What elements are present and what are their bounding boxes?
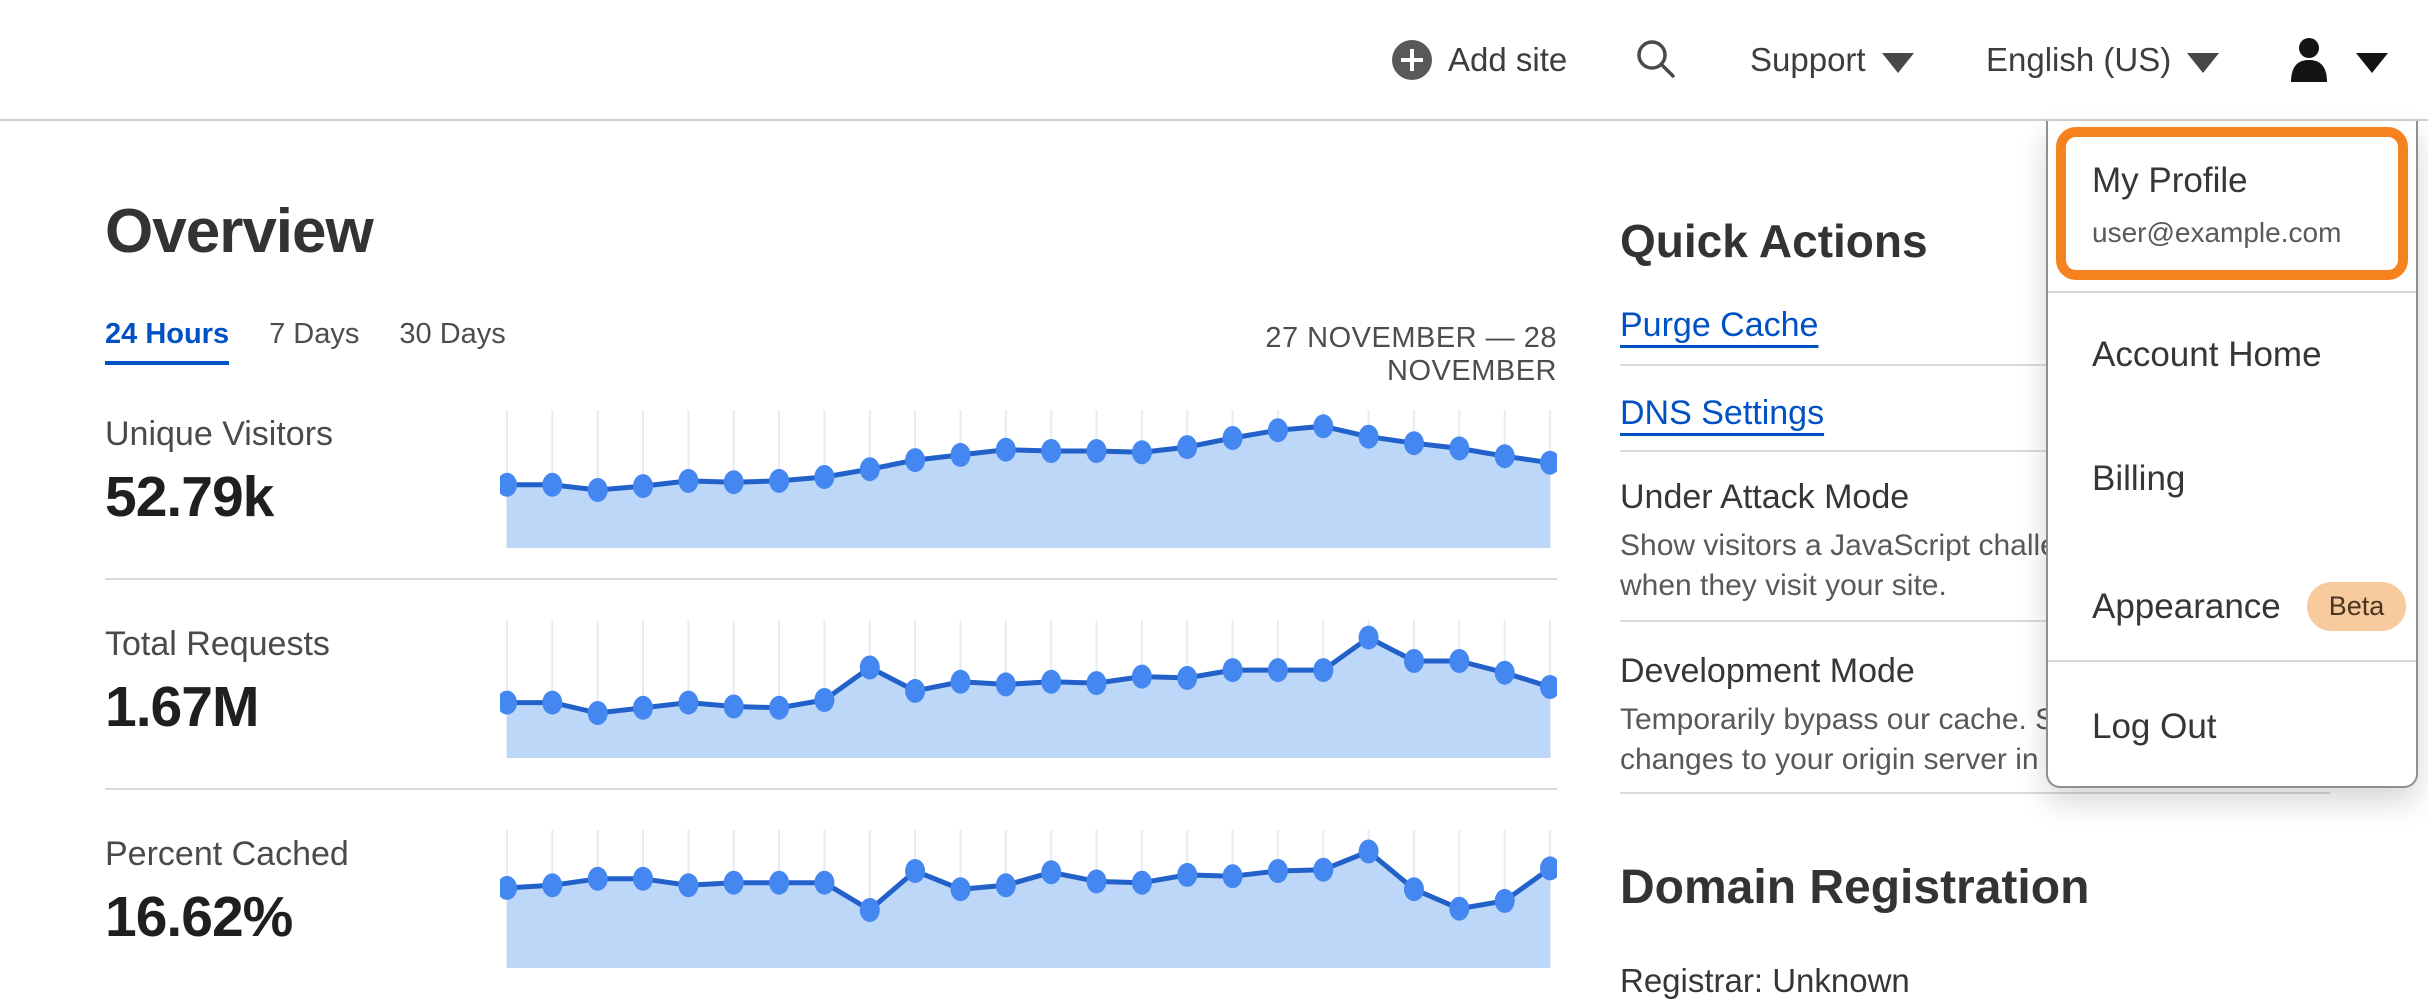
appearance-label: Appearance (2092, 586, 2281, 626)
page-title: Overview (105, 197, 374, 266)
divider (105, 788, 1557, 790)
menu-item-appearance[interactable]: Appearance Beta (2048, 582, 2416, 631)
registrar-value: Registrar: Unknown (1620, 962, 1910, 999)
top-navbar: Add site Support English (US) (0, 0, 2428, 121)
metric-value: 1.67M (105, 675, 259, 739)
menu-item-my-profile[interactable]: My Profile user@example.com (2056, 127, 2408, 280)
divider (1620, 364, 2330, 366)
percent-cached-chart (500, 822, 1557, 968)
metric-label: Percent Cached (105, 835, 349, 873)
metric-label: Unique Visitors (105, 415, 334, 453)
metric-unique-visitors: Unique Visitors 52.79k (105, 415, 485, 530)
unique-visitors-chart (500, 402, 1557, 548)
divider (2048, 291, 2416, 293)
under-attack-mode-title: Under Attack Mode (1620, 478, 1910, 516)
time-range-tabs: 24 Hours 7 Days 30 Days (105, 318, 506, 365)
under-attack-mode-description: Show visitors a JavaScript challenge whe… (1620, 529, 2107, 602)
metric-value: 52.79k (105, 465, 274, 529)
user-avatar-icon (2291, 37, 2327, 82)
purge-cache-link[interactable]: Purge Cache (1620, 306, 1819, 344)
add-site-label: Add site (1448, 40, 1568, 78)
divider (1620, 450, 2330, 452)
domain-registration-title: Domain Registration (1620, 861, 2090, 914)
chevron-down-icon (2187, 52, 2220, 73)
language-label: English (US) (1986, 40, 2172, 78)
search-icon (1637, 39, 1675, 78)
metric-total-requests: Total Requests 1.67M (105, 625, 485, 740)
total-requests-chart (500, 612, 1557, 758)
divider (1620, 792, 2330, 794)
divider (1620, 620, 2330, 622)
user-menu-button[interactable] (2284, 0, 2388, 119)
user-email: user@example.com (2092, 217, 2342, 248)
search-button[interactable] (1632, 0, 1680, 119)
plus-circle-icon (1392, 39, 1432, 80)
beta-badge: Beta (2306, 582, 2407, 631)
tab-7-days[interactable]: 7 Days (269, 318, 360, 350)
metric-value: 16.62% (105, 885, 293, 949)
add-site-button[interactable]: Add site (1392, 0, 1567, 119)
tab-30-days[interactable]: 30 Days (399, 318, 506, 350)
date-range-label: 27 NOVEMBER — 28 NOVEMBER (1265, 322, 1557, 387)
support-label: Support (1750, 40, 1866, 78)
my-profile-label: My Profile (2092, 161, 2248, 200)
language-menu[interactable]: English (US) (1986, 0, 2220, 119)
chevron-down-icon (1881, 52, 1914, 73)
menu-item-billing[interactable]: Billing (2092, 459, 2186, 498)
metric-label: Total Requests (105, 625, 330, 663)
quick-actions-title: Quick Actions (1620, 215, 1928, 267)
development-mode-title: Development Mode (1620, 652, 1915, 690)
menu-item-log-out[interactable]: Log Out (2092, 707, 2217, 746)
support-menu[interactable]: Support (1750, 0, 1914, 119)
menu-item-account-home[interactable]: Account Home (2092, 335, 2322, 374)
divider (2048, 660, 2416, 662)
divider (105, 578, 1557, 580)
tab-24-hours[interactable]: 24 Hours (105, 318, 230, 365)
chevron-down-icon (2356, 52, 2388, 73)
metric-percent-cached: Percent Cached 16.62% (105, 835, 485, 950)
dns-settings-link[interactable]: DNS Settings (1620, 394, 1825, 432)
user-dropdown-menu: My Profile user@example.com Account Home… (2046, 121, 2418, 788)
